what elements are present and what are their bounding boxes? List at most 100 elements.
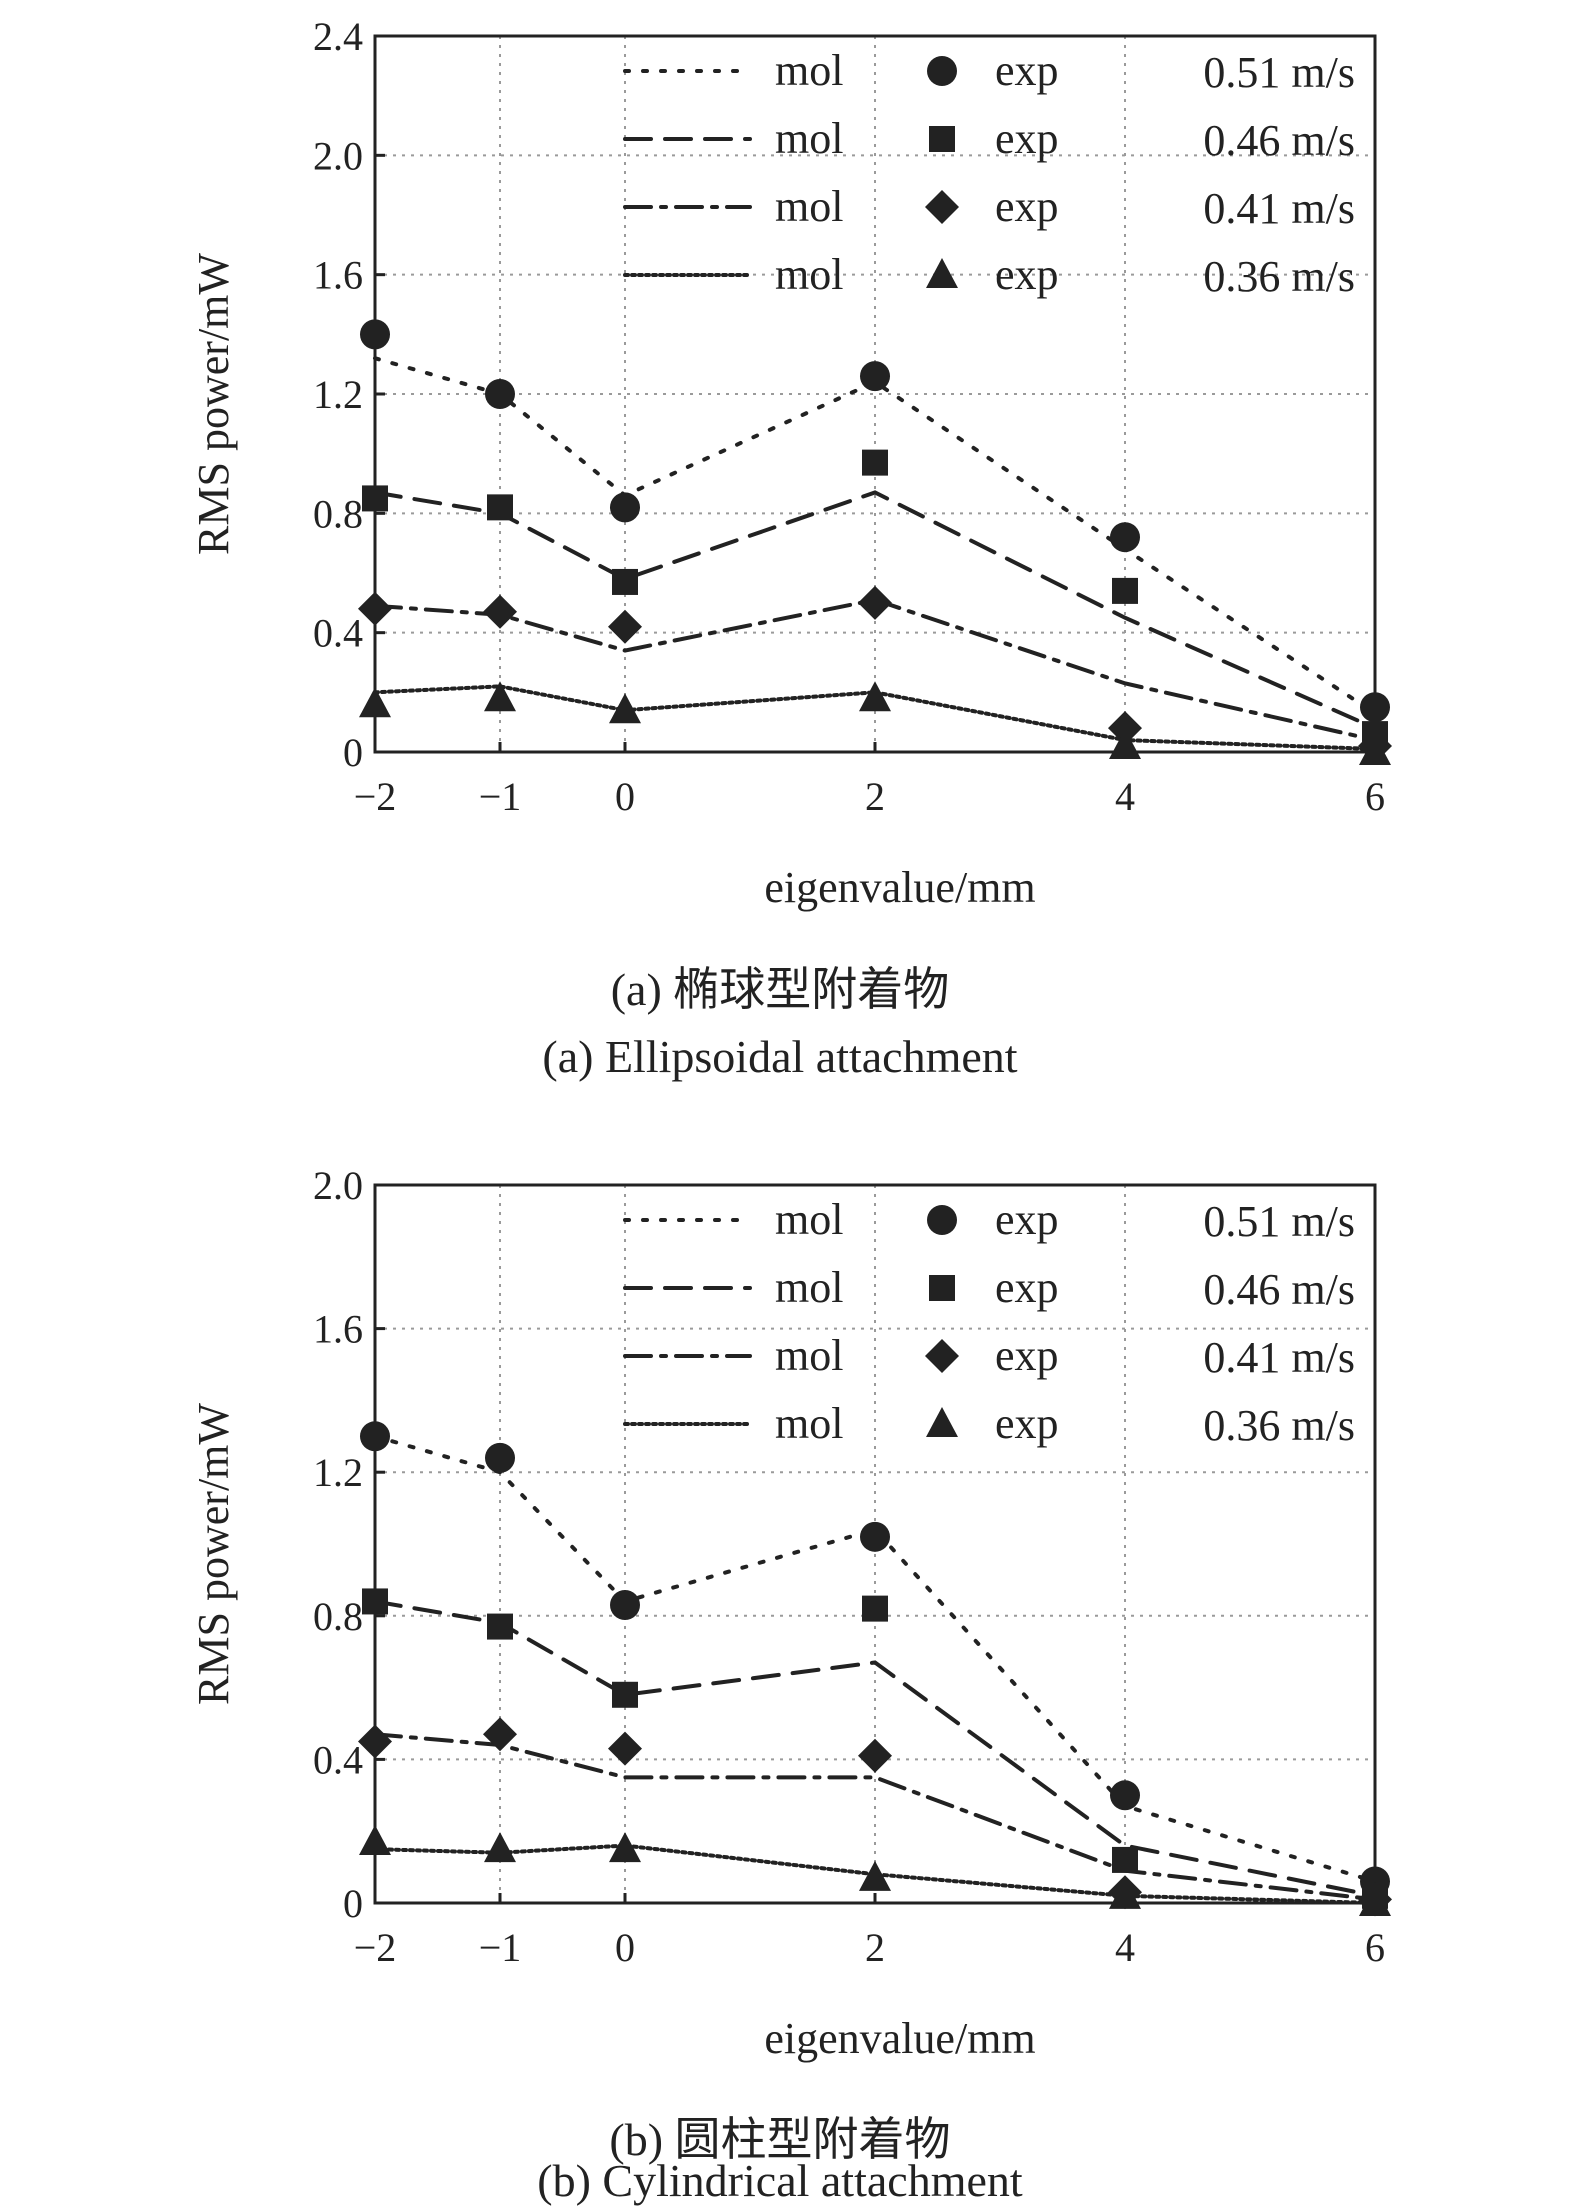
data-point-exp-3	[359, 1824, 391, 1855]
legend-marker-1	[929, 1275, 955, 1301]
data-point-exp-1	[362, 1588, 388, 1615]
data-point-exp-3	[1109, 729, 1141, 760]
data-point-exp-3	[1359, 1886, 1391, 1916]
legend-exp-label: exp	[995, 182, 1059, 231]
caption-en: (a) Ellipsoidal attachment	[542, 1031, 1017, 1082]
data-point-exp-1	[862, 1595, 888, 1622]
legend-series-name: 0.36 m/s	[1203, 1401, 1355, 1450]
y-axis-title: RMS power/mW	[189, 1403, 238, 1705]
data-point-exp-0	[610, 492, 640, 523]
series-line-mol-2	[373, 597, 1377, 743]
data-point-exp-3	[859, 681, 891, 712]
data-point-exp-0	[1360, 692, 1390, 723]
data-point-exp-0	[610, 1590, 640, 1621]
data-point-exp-2	[483, 594, 517, 629]
data-point-exp-0	[1110, 1780, 1140, 1811]
legend-marker-1	[929, 126, 955, 152]
data-point-exp-0	[860, 1521, 890, 1552]
legend-mol-label: mol	[775, 1195, 843, 1244]
data-point-exp-3	[609, 1832, 641, 1863]
x-tick-label: 4	[1115, 1925, 1135, 1970]
y-tick-label: 1.6	[313, 1307, 363, 1352]
y-tick-label: 1.2	[313, 1450, 363, 1495]
data-point-exp-1	[862, 449, 888, 476]
y-tick-label: 0	[343, 730, 363, 775]
legend-exp-label: exp	[995, 1399, 1059, 1448]
data-point-exp-1	[612, 1681, 638, 1708]
data-point-exp-0	[860, 361, 890, 392]
data-point-exp-2	[483, 1717, 517, 1752]
legend-marker-3	[926, 1407, 958, 1437]
legend-marker-2	[925, 1339, 959, 1373]
data-point-exp-3	[1359, 735, 1391, 765]
legend-marker-3	[926, 258, 958, 288]
legend-exp-label: exp	[995, 1263, 1059, 1312]
legend-mol-label: mol	[775, 1399, 843, 1448]
x-tick-label: 2	[865, 1925, 885, 1970]
legend-series-name: 0.51 m/s	[1203, 1197, 1355, 1246]
data-point-exp-2	[358, 591, 392, 626]
y-tick-label: 2.0	[313, 1163, 363, 1208]
x-tick-label: 6	[1365, 774, 1385, 819]
y-tick-label: 0.8	[313, 1594, 363, 1639]
series-line-mol-3	[373, 684, 1377, 752]
series-line-mol-0	[373, 1434, 1377, 1884]
legend-mol-label: mol	[775, 46, 843, 95]
legend-marker-0	[927, 56, 957, 86]
caption-cn: (a) 椭球型附着物	[611, 964, 950, 1015]
legend-series-name: 0.46 m/s	[1203, 1265, 1355, 1314]
data-point-exp-0	[485, 379, 515, 409]
legend-exp-label: exp	[995, 46, 1059, 95]
legend-mol-label: mol	[775, 182, 843, 231]
legend-marker-0	[927, 1205, 957, 1235]
x-tick-label: 4	[1115, 774, 1135, 819]
series-line-mol-1	[373, 490, 1377, 731]
chart-panel-a: 0 0.4 0.8 1.2 1.6 2.0 2.4 −2 −1 0 2 4 6 eigenvalue/mm…	[189, 14, 1392, 1082]
x-tick-label: 2	[865, 774, 885, 819]
chart-panel-b: 0 0.4 0.8 1.2 1.6 2.0 −2 −1 0 2 4 6 eigenvalue/mm RMS…	[189, 1163, 1392, 2206]
x-tick-label: 6	[1365, 1925, 1385, 1970]
legend-series-name: 0.51 m/s	[1203, 48, 1355, 97]
series-line-mol-0	[373, 356, 1377, 716]
data-point-exp-0	[360, 1421, 390, 1452]
data-point-exp-3	[859, 1860, 891, 1891]
legend: mol exp 0.51 m/s mol exp 0.46 m/s mol exp 0.41 m…	[623, 46, 1355, 301]
legend-series-name: 0.36 m/s	[1203, 252, 1355, 301]
legend-mol-label: mol	[775, 1331, 843, 1380]
caption-en: (b) Cylindrical attachment	[537, 2155, 1023, 2206]
legend-marker-2	[925, 190, 959, 224]
series-line-mol-1	[373, 1599, 1377, 1898]
legend-mol-label: mol	[775, 1263, 843, 1312]
series-line-mol-2	[373, 1732, 1377, 1902]
y-tick-label: 2.4	[313, 14, 363, 59]
x-tick-label: 0	[615, 1925, 635, 1970]
data-point-exp-2	[608, 1731, 642, 1766]
data-point-exp-2	[608, 609, 642, 644]
data-point-exp-2	[358, 1724, 392, 1759]
x-tick-label: −1	[479, 1925, 522, 1970]
data-point-exp-2	[858, 1738, 892, 1773]
caption-cn: (b) 圆柱型附着物	[609, 2114, 950, 2165]
legend-mol-label: mol	[775, 114, 843, 163]
legend-exp-label: exp	[995, 1331, 1059, 1380]
data-point-exp-3	[609, 693, 641, 724]
y-tick-label: 2.0	[313, 133, 363, 178]
data-point-exp-3	[484, 1832, 516, 1863]
x-tick-label: 0	[615, 774, 635, 819]
legend-exp-label: exp	[995, 250, 1059, 299]
data-point-exp-2	[858, 585, 892, 620]
data-point-exp-1	[1112, 577, 1138, 604]
legend-series-name: 0.46 m/s	[1203, 116, 1355, 165]
legend-exp-label: exp	[995, 1195, 1059, 1244]
x-axis-title: eigenvalue/mm	[764, 863, 1035, 912]
data-point-exp-0	[360, 319, 390, 350]
data-point-exp-3	[359, 687, 391, 718]
data-point-exp-1	[487, 494, 513, 521]
y-tick-label: 0.8	[313, 491, 363, 536]
legend-series-name: 0.41 m/s	[1203, 1333, 1355, 1382]
y-tick-label: 1.2	[313, 372, 363, 417]
legend-series-name: 0.41 m/s	[1203, 184, 1355, 233]
y-tick-label: 0	[343, 1881, 363, 1926]
x-axis-title: eigenvalue/mm	[764, 2014, 1035, 2063]
data-point-exp-0	[1110, 522, 1140, 553]
